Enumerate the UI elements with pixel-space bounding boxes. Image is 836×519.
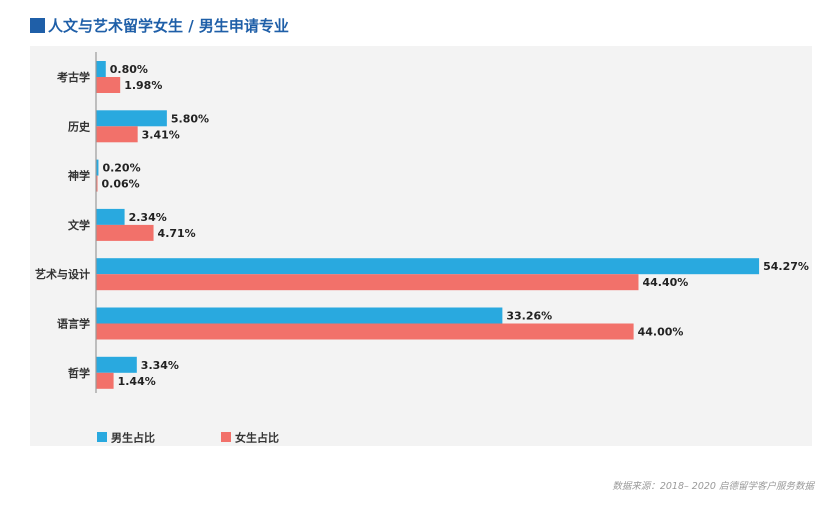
category-label: 历史 bbox=[68, 119, 91, 133]
male-value-label: 0.80% bbox=[110, 63, 148, 76]
female-bar bbox=[96, 224, 154, 241]
legend-male-label: 男生占比 bbox=[111, 431, 155, 445]
title-text: 人文与艺术留学女生 / 男生申请专业 bbox=[48, 16, 289, 35]
female-value-label: 4.71% bbox=[158, 227, 196, 240]
female-bar bbox=[96, 126, 138, 143]
female-value-label: 3.41% bbox=[142, 128, 180, 141]
male-value-label: 33.26% bbox=[506, 310, 552, 323]
male-value-label: 5.80% bbox=[171, 112, 209, 125]
source-note: 数据来源：2018– 2020 启德留学客户服务数据 bbox=[612, 481, 814, 492]
male-bar bbox=[96, 307, 503, 324]
chart-title: 人文与艺术留学女生 / 男生申请专业 bbox=[30, 14, 289, 36]
female-value-label: 0.06% bbox=[102, 178, 140, 191]
category-label: 神学 bbox=[68, 169, 90, 183]
male-bar bbox=[96, 356, 137, 373]
male-value-label: 3.34% bbox=[141, 359, 179, 372]
male-bar bbox=[96, 159, 99, 176]
title-square-icon bbox=[30, 17, 45, 33]
male-bar bbox=[96, 110, 167, 127]
legend-female-swatch bbox=[221, 432, 231, 442]
category-label: 哲学 bbox=[68, 366, 90, 380]
female-bar bbox=[96, 77, 121, 93]
female-value-label: 44.00% bbox=[638, 326, 684, 339]
female-bar bbox=[96, 323, 634, 340]
male-bar bbox=[96, 208, 125, 225]
legend-male-swatch bbox=[97, 432, 107, 442]
female-value-label: 1.44% bbox=[118, 375, 156, 388]
male-value-label: 0.20% bbox=[102, 162, 140, 175]
female-bar bbox=[96, 274, 639, 291]
female-value-label: 44.40% bbox=[642, 276, 688, 289]
female-value-label: 1.98% bbox=[124, 79, 162, 92]
male-bar bbox=[96, 61, 106, 77]
male-value-label: 2.34% bbox=[129, 211, 167, 224]
category-label: 艺术与设计 bbox=[35, 267, 90, 281]
legend-female-label: 女生占比 bbox=[235, 431, 279, 445]
female-bar bbox=[96, 372, 114, 389]
category-label: 语言学 bbox=[57, 317, 90, 331]
male-bar bbox=[96, 258, 760, 275]
category-label: 文学 bbox=[68, 218, 90, 232]
category-label: 考古学 bbox=[57, 70, 90, 84]
female-bar bbox=[96, 175, 98, 192]
male-value-label: 54.27% bbox=[763, 260, 809, 273]
